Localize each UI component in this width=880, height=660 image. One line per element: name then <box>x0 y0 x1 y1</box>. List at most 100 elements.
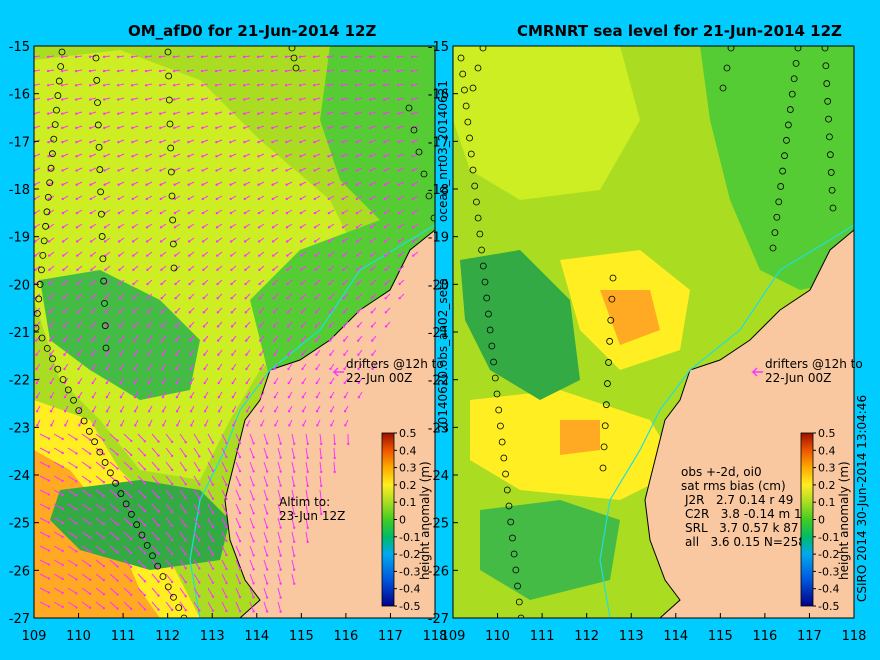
current-vector-head <box>299 112 302 115</box>
observation-marker <box>47 164 55 172</box>
current-vector-head <box>272 339 276 342</box>
current-vector-head <box>170 552 174 556</box>
current-vector-head <box>201 169 204 172</box>
observation-marker <box>51 121 59 129</box>
right-drifters-line2: 22-Jun 00Z <box>765 371 831 385</box>
current-vector-head <box>188 296 191 300</box>
colorbar-tick-label: 0.1 <box>399 496 417 509</box>
current-vector-head <box>174 339 178 342</box>
current-vector-head <box>90 311 94 314</box>
current-vector <box>235 447 241 458</box>
current-vector-head <box>314 296 317 300</box>
observation-marker <box>169 240 177 248</box>
current-vector <box>221 531 227 542</box>
current-vector-head <box>102 452 106 456</box>
current-vector-head <box>75 550 78 553</box>
current-vector-head <box>272 282 275 286</box>
current-vector-head <box>159 197 162 201</box>
current-vector-head <box>116 565 119 568</box>
current-vector-head <box>273 353 276 356</box>
current-vector-head <box>131 183 134 186</box>
current-vector-head <box>299 155 302 158</box>
current-vector-head <box>103 155 106 158</box>
current-vector-head <box>384 311 388 314</box>
current-vector <box>263 601 268 612</box>
current-vector-head <box>244 325 248 328</box>
current-vector-head <box>102 592 106 596</box>
current-vector-head <box>328 339 332 342</box>
current-vector-head <box>61 226 65 229</box>
current-vector-head <box>157 510 160 513</box>
current-vector <box>291 489 295 500</box>
observation-marker <box>58 48 66 56</box>
current-vector-head <box>184 496 187 500</box>
observation-marker <box>44 193 52 201</box>
observation-marker <box>75 407 83 414</box>
current-vector-head <box>214 55 218 59</box>
current-vector <box>235 545 241 556</box>
current-vector-head <box>63 410 67 413</box>
current-vector-head <box>242 69 246 73</box>
current-vector-head <box>105 395 109 399</box>
current-vector-head <box>75 452 78 455</box>
current-vector <box>291 447 295 458</box>
current-vector-head <box>273 395 277 399</box>
current-vector <box>291 531 295 542</box>
current-vector-head <box>215 240 219 243</box>
y-tick-label: -21 <box>9 326 30 341</box>
current-vector <box>53 531 63 538</box>
current-vector-head <box>159 169 162 172</box>
current-vector <box>123 601 132 610</box>
current-vector-head <box>119 395 123 399</box>
observation-marker <box>790 75 798 83</box>
current-vector <box>305 475 309 486</box>
current-vector-head <box>157 566 160 569</box>
current-vector-head <box>118 296 121 300</box>
current-vector-head <box>355 140 358 144</box>
current-vector-head <box>184 566 187 570</box>
observation-marker <box>138 531 146 539</box>
current-vector-head <box>300 268 303 272</box>
current-vector-head <box>131 240 135 243</box>
current-vector <box>109 447 118 455</box>
current-vector <box>137 433 146 442</box>
current-vector-head <box>198 455 201 458</box>
current-vector-head <box>88 84 92 87</box>
current-vector-head <box>298 55 302 59</box>
current-vector-head <box>189 381 192 385</box>
current-vector-head <box>116 467 119 470</box>
current-vector-head <box>47 437 51 440</box>
observation-marker <box>462 102 470 110</box>
current-vector <box>137 503 146 512</box>
current-vector-head <box>356 325 360 328</box>
current-vector-head <box>76 311 80 314</box>
current-vector-head <box>315 410 319 413</box>
current-vector-head <box>131 169 134 172</box>
current-vector-head <box>198 567 201 570</box>
current-vector-head <box>340 98 344 101</box>
current-vector-head <box>173 155 176 158</box>
current-vector-head <box>75 438 78 441</box>
y-tick-label: -15 <box>9 40 30 55</box>
current-vector-head <box>382 69 386 73</box>
current-vector-head <box>203 367 206 371</box>
current-vector <box>123 447 132 456</box>
current-vector-head <box>342 325 346 328</box>
current-vector-head <box>47 155 50 158</box>
current-vector-head <box>357 395 361 399</box>
current-vector <box>137 475 146 484</box>
current-vector-head <box>355 112 358 115</box>
current-vector <box>277 489 282 500</box>
observation-marker <box>170 264 178 272</box>
y-tick-label: -22 <box>9 374 30 389</box>
current-vector <box>249 559 255 570</box>
current-vector-head <box>258 296 261 300</box>
current-vector-head <box>47 521 51 524</box>
current-vector-head <box>256 55 260 59</box>
observation-marker <box>39 251 47 259</box>
y-tick-label: -26 <box>9 564 30 579</box>
colorbar-tick-label: -0.5 <box>818 600 839 613</box>
current-vector-head <box>398 268 401 272</box>
current-vector-head <box>202 254 205 257</box>
current-vector-head <box>215 169 218 172</box>
